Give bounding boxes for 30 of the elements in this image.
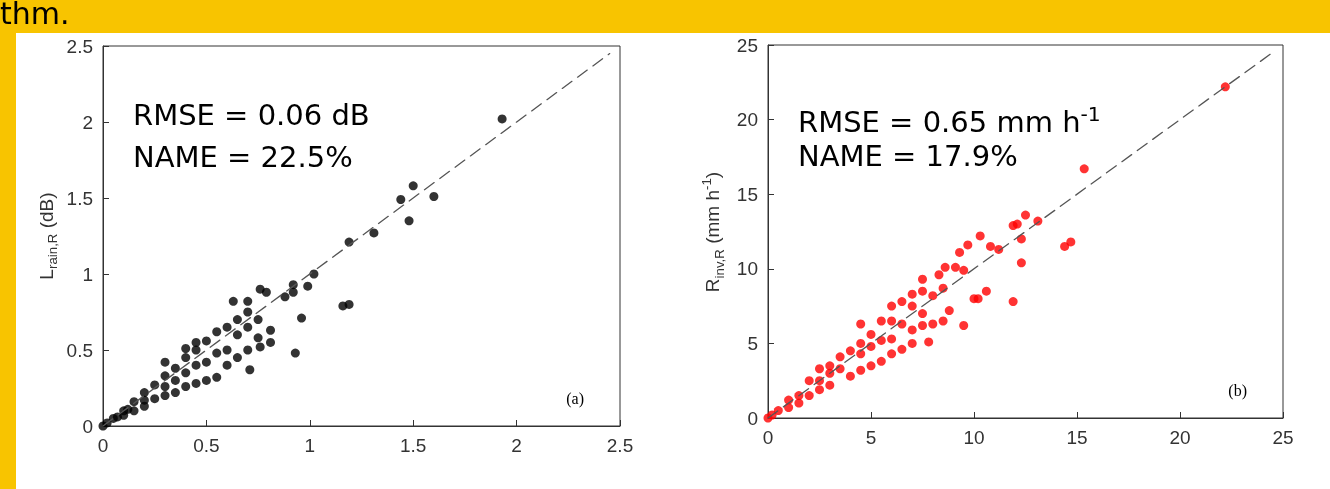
y-tick-label: 1.5: [66, 187, 93, 209]
y-tick-label: 10: [736, 258, 758, 280]
y-tick-label: 25: [736, 34, 758, 56]
x-tick-label: 0: [762, 427, 774, 448]
y-tick-label: 1: [82, 263, 93, 285]
x-tick-label: 20: [1169, 427, 1191, 448]
x-tick-label: 2.5: [606, 435, 634, 456]
y-tick-label: 0: [747, 407, 758, 429]
x-tick-label: 1.5: [399, 435, 427, 456]
x-tick-label: 25: [1272, 427, 1294, 448]
annotation: NAME = 22.5%: [133, 139, 353, 176]
annotation: NAME = 17.9%: [798, 138, 1018, 175]
x-tick-label: 0.5: [193, 435, 220, 456]
annotation: (a): [566, 390, 584, 408]
y-tick-label: 20: [736, 109, 758, 131]
y-tick-label: 2: [82, 111, 93, 133]
y-tick-label: 5: [747, 332, 758, 354]
y-tick-label: 15: [736, 183, 758, 205]
chart-title: thm.: [0, 0, 70, 31]
x-tick-label: 2: [511, 435, 522, 456]
x-tick-label: 10: [963, 427, 985, 448]
y-tick-label: 0.5: [66, 339, 93, 361]
annotation: RMSE = 0.65 mm h$^{-1}$: [798, 101, 1101, 141]
annotation: RMSE = 0.06 dB: [133, 97, 370, 134]
y-tick-label: 2.5: [66, 35, 93, 57]
x-tick-label: 5: [865, 427, 877, 448]
x-tick-label: 0: [97, 435, 109, 456]
x-tick-label: 15: [1066, 427, 1088, 448]
annotation: (b): [1228, 382, 1247, 400]
x-tick-label: 1: [304, 435, 316, 456]
